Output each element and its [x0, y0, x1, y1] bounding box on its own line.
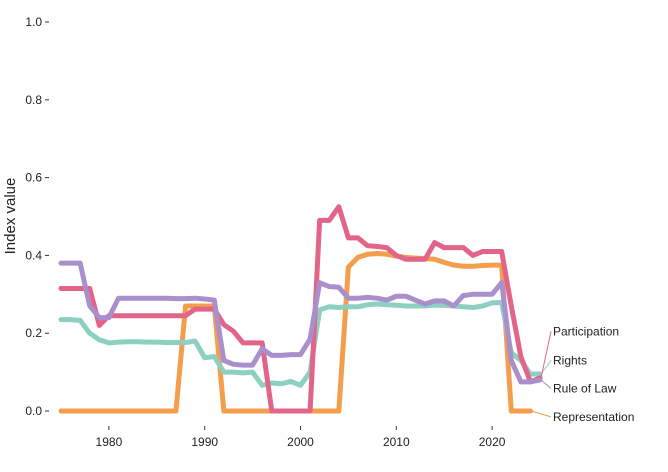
series-label-connector — [531, 410, 552, 418]
y-tick-label: 0.0 — [25, 404, 42, 418]
x-tick-label: 1990 — [191, 435, 218, 449]
y-tick-label: 1.0 — [25, 15, 42, 29]
x-tick-label: 2010 — [383, 435, 410, 449]
x-tick-label: 2020 — [479, 435, 506, 449]
series-lines — [58, 204, 543, 414]
x-tick-label: 1980 — [96, 435, 123, 449]
y-tick-label: 0.6 — [25, 171, 42, 185]
x-tick-label: 2000 — [287, 435, 314, 449]
series-line-rights — [58, 299, 543, 388]
y-tick-label: 0.8 — [25, 93, 42, 107]
series-label-rights: Rights — [553, 353, 587, 367]
series-line-participation — [58, 204, 543, 414]
y-tick-label: 0.4 — [25, 248, 42, 262]
y-axis: 0.0 0.2 0.4 0.6 0.8 1.0 — [25, 15, 49, 418]
series-label-representation: Representation — [553, 410, 634, 424]
y-axis-title: Index value — [2, 178, 19, 255]
series-label-connector — [540, 331, 552, 379]
series-label-connector — [540, 379, 552, 389]
series-label-rule-of-law: Rule of Law — [553, 381, 617, 395]
series-label-participation: Participation — [553, 324, 619, 338]
y-tick-label: 0.2 — [25, 326, 42, 340]
x-axis: 1980 1990 2000 2010 2020 — [96, 426, 506, 449]
series-line-rule-of-law — [58, 260, 543, 385]
series-line-representation — [58, 250, 533, 414]
series-labels: Representation Rights Participation Rule of… — [531, 324, 634, 424]
